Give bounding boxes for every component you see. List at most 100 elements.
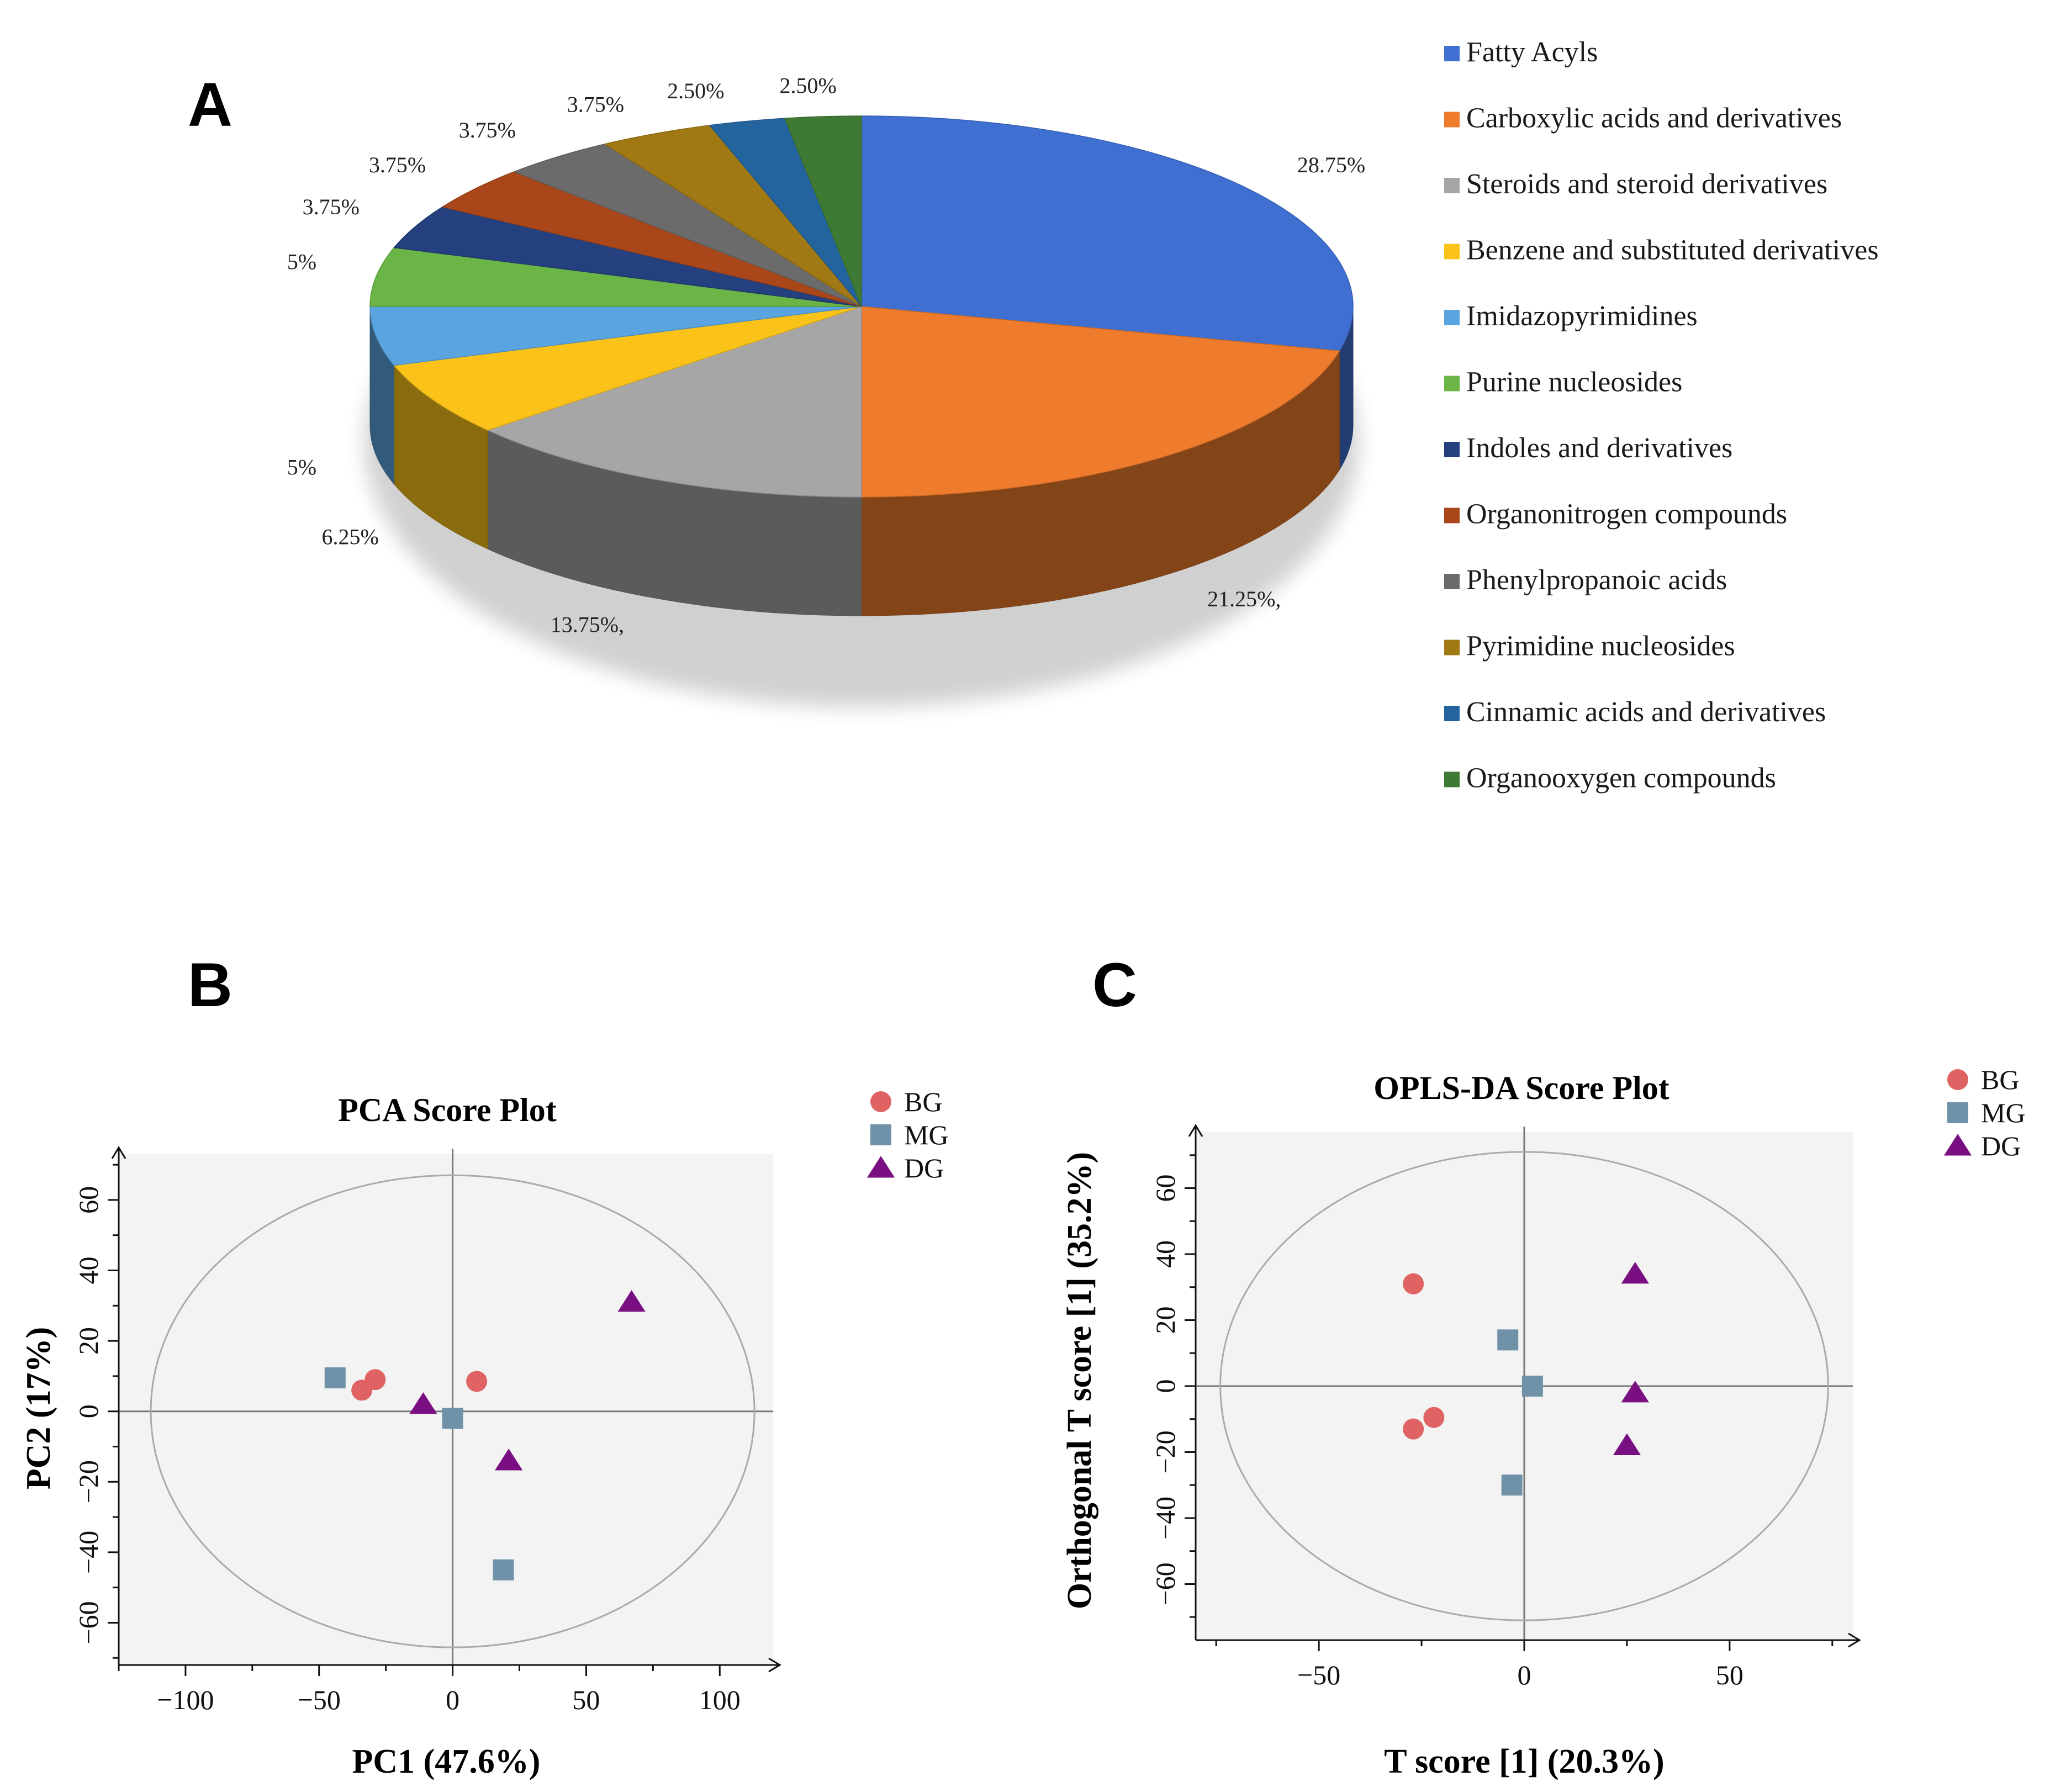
pie-slice bbox=[784, 115, 862, 307]
y-tick-label: −60 bbox=[1150, 1562, 1181, 1605]
pie-slice bbox=[604, 125, 862, 307]
opls-da-score-plot: OPLS-DA Score Plot −50 0 50 −60 −40 −20 0 20 40 6… bbox=[1061, 1064, 2026, 1780]
y-axis-label: PC2 (17%) bbox=[20, 1327, 57, 1489]
legend-swatch bbox=[1444, 310, 1460, 325]
y-tick-label: −40 bbox=[73, 1531, 104, 1574]
y-tick-label: 20 bbox=[73, 1327, 104, 1355]
y-tick-label: 60 bbox=[73, 1186, 104, 1214]
y-tick-label: 40 bbox=[73, 1257, 104, 1284]
y-tick-label: 20 bbox=[1150, 1307, 1181, 1334]
panel-letter-b: B bbox=[188, 950, 233, 1019]
data-point-bg bbox=[1403, 1418, 1424, 1440]
legend-swatch bbox=[1444, 639, 1460, 656]
legend-swatch bbox=[1444, 508, 1460, 524]
legend-label: Fatty Acyls bbox=[1466, 36, 1598, 68]
pie-slice-label: 2.50% bbox=[667, 78, 724, 103]
y-tick-label: 40 bbox=[1150, 1240, 1181, 1268]
plot-title: PCA Score Plot bbox=[338, 1092, 556, 1128]
y-tick-label: −40 bbox=[1150, 1497, 1181, 1540]
legend-label-dg: DG bbox=[1981, 1130, 2021, 1161]
x-tick-label: 100 bbox=[699, 1684, 741, 1715]
data-point-mg bbox=[1497, 1329, 1519, 1351]
legend-swatch bbox=[1444, 46, 1460, 61]
data-point-bg bbox=[1423, 1407, 1445, 1428]
y-tick-label: −60 bbox=[73, 1601, 104, 1644]
x-axis-label: T score [1] (20.3%) bbox=[1384, 1743, 1664, 1780]
data-point-mg bbox=[442, 1408, 463, 1429]
legend-marker-dg bbox=[867, 1156, 895, 1178]
x-tick-label: −50 bbox=[1297, 1659, 1340, 1690]
x-tick-label: −50 bbox=[298, 1684, 341, 1715]
y-tick-label: −20 bbox=[73, 1460, 104, 1503]
legend-label: Imidazopyrimidines bbox=[1466, 300, 1698, 332]
x-tick-label: 0 bbox=[1518, 1659, 1531, 1690]
data-point-dg bbox=[409, 1392, 437, 1414]
data-point-dg bbox=[617, 1290, 646, 1312]
y-axis-arrow bbox=[111, 1146, 126, 1159]
legend-swatch bbox=[1444, 112, 1460, 128]
pie-slice bbox=[369, 306, 862, 366]
legend-swatch bbox=[1444, 771, 1460, 787]
pie-slice-label: 21.25%, bbox=[1207, 586, 1281, 611]
data-point-bg bbox=[466, 1371, 488, 1392]
legend-label: Organonitrogen compounds bbox=[1466, 499, 1787, 530]
confidence-ellipse bbox=[1219, 1151, 1829, 1621]
data-point-dg bbox=[1613, 1433, 1641, 1456]
legend-label: Pyrimidine nucleosides bbox=[1466, 631, 1735, 662]
x-axis-label: PC1 (47.6%) bbox=[352, 1743, 541, 1780]
y-tick-label: 0 bbox=[73, 1404, 104, 1418]
y-axis-arrow bbox=[1188, 1124, 1203, 1137]
legend-swatch bbox=[1444, 244, 1460, 260]
pie-slice bbox=[861, 306, 1340, 498]
legend-swatch bbox=[1444, 442, 1460, 457]
pie-slice-label: 3.75% bbox=[303, 194, 360, 219]
legend-label-mg: MG bbox=[1981, 1097, 2026, 1128]
pie-slice-label: 6.25% bbox=[321, 524, 378, 549]
y-tick-label: −20 bbox=[1150, 1430, 1181, 1473]
pie-slice bbox=[487, 305, 862, 498]
panel-letter-c: C bbox=[1092, 950, 1137, 1019]
pie-slice-label: 13.75%, bbox=[551, 612, 624, 637]
pie-slice-label: 3.75% bbox=[459, 118, 516, 142]
confidence-ellipse bbox=[150, 1174, 755, 1648]
x-tick-label: 0 bbox=[446, 1684, 459, 1715]
pca-score-plot: PCA Score Plot −100 −50 0 50 100 −60 −40 −20 0 20… bbox=[20, 1086, 949, 1780]
legend-swatch bbox=[1444, 376, 1460, 392]
pie-legend: Fatty Acyls Carboxylic acids and derivati… bbox=[1444, 36, 1879, 794]
legend-marker-dg bbox=[1943, 1134, 1972, 1156]
legend-label: Carboxylic acids and derivatives bbox=[1466, 103, 1842, 134]
pie-slice-label: 5% bbox=[287, 454, 316, 479]
legend-label-mg: MG bbox=[904, 1119, 949, 1150]
legend-label: Steroids and steroid derivatives bbox=[1466, 168, 1827, 200]
legend-label: Organooxygen compounds bbox=[1466, 763, 1776, 794]
legend-swatch bbox=[1444, 178, 1460, 193]
pie-slice-label: 28.75% bbox=[1297, 152, 1365, 177]
pie-slice-label: 2.50% bbox=[780, 73, 837, 98]
legend-label: Indoles and derivatives bbox=[1466, 432, 1732, 464]
legend-label-bg: BG bbox=[1981, 1064, 2019, 1095]
plot-title: OPLS-DA Score Plot bbox=[1373, 1070, 1669, 1106]
pie-slice bbox=[369, 247, 862, 307]
data-point-mg bbox=[1521, 1376, 1543, 1397]
pie-slice bbox=[393, 206, 862, 307]
legend-marker-mg bbox=[870, 1124, 891, 1145]
pie-slice bbox=[441, 171, 862, 307]
legend-label-bg: BG bbox=[904, 1086, 942, 1117]
pie-chart: 28.75% 21.25%, 13.75%, 6.25% 5% 5% 3.75% 3.75% 3… bbox=[287, 73, 1365, 707]
pie-slice-label: 3.75% bbox=[567, 92, 624, 117]
x-tick-label: −100 bbox=[157, 1684, 214, 1715]
legend-swatch bbox=[1444, 574, 1460, 589]
legend-swatch bbox=[1444, 706, 1460, 721]
pie-slice-label: 5% bbox=[287, 250, 316, 274]
data-point-dg bbox=[495, 1449, 523, 1471]
data-point-mg bbox=[1501, 1474, 1523, 1496]
pie-slice bbox=[861, 115, 1354, 352]
x-tick-label: 50 bbox=[1716, 1659, 1743, 1690]
data-point-mg bbox=[493, 1559, 514, 1580]
data-point-mg bbox=[324, 1367, 346, 1389]
x-axis-arrow bbox=[768, 1657, 781, 1673]
data-point-dg bbox=[1621, 1381, 1649, 1403]
x-axis-arrow bbox=[1848, 1632, 1861, 1648]
